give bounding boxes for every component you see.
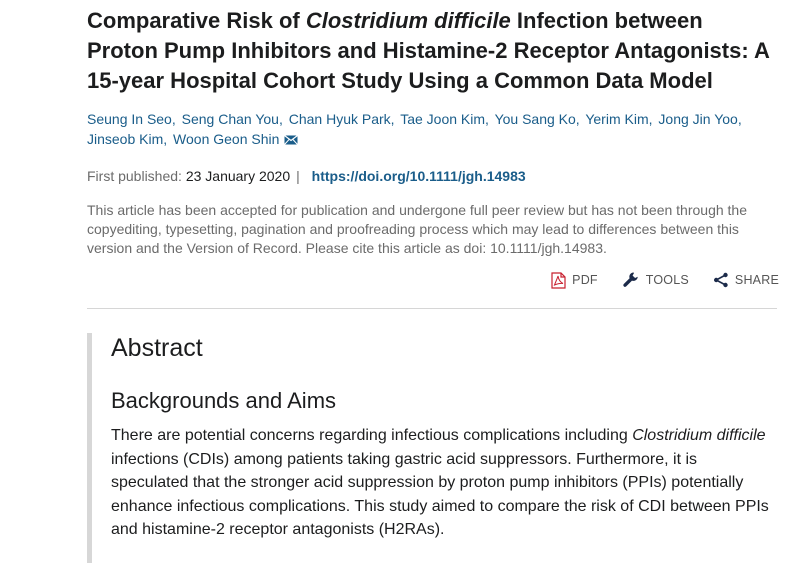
abstract-subheading: Backgrounds and Aims — [111, 388, 337, 413]
author-link[interactable]: Chan Hyuk Park, — [289, 111, 395, 127]
author-link[interactable]: You Sang Ko, — [495, 111, 580, 127]
article-title: Comparative Risk of Clostridium difficil… — [87, 6, 779, 96]
pdf-button[interactable]: PDF — [551, 271, 598, 289]
pdf-file-icon — [551, 271, 566, 289]
author-link[interactable]: Seng Chan You, — [182, 111, 283, 127]
author-link[interactable]: Jong Jin Yoo, — [658, 111, 741, 127]
doi-link[interactable]: https://doi.org/10.1111/jgh.14983 — [311, 168, 526, 184]
author-name[interactable]: Jong Jin Yoo, — [658, 111, 742, 127]
wrench-icon — [623, 272, 638, 287]
author-link[interactable]: Yerim Kim, — [585, 111, 652, 127]
author-name[interactable]: Seung In Seo, — [87, 111, 176, 127]
abstract-heading: Abstract — [111, 334, 203, 362]
author-list: Seung In Seo, Seng Chan You, Chan Hyuk P… — [87, 109, 779, 149]
envelope-icon[interactable] — [284, 135, 299, 145]
author-name[interactable]: Yerim Kim, — [585, 111, 653, 127]
title-text-italic: Clostridium difficile — [305, 8, 511, 33]
divider — [87, 308, 777, 309]
share-label: SHARE — [734, 273, 779, 287]
first-published-date: 23 January 2020 — [185, 168, 291, 184]
author-name[interactable]: Woon Geon Shin — [173, 131, 280, 147]
title-text-end: Infection between Proton Pump Inhibitors… — [87, 8, 770, 93]
share-button[interactable]: SHARE — [713, 271, 779, 289]
title-text-start: Comparative Risk of — [87, 8, 306, 33]
abstract-text-italic: Clostridium difficile — [632, 427, 766, 444]
share-icon — [713, 272, 728, 288]
tools-label: TOOLS — [645, 273, 689, 287]
publication-info: First published: 23 January 2020 | https:… — [87, 166, 779, 186]
pdf-label: PDF — [572, 273, 598, 287]
article-header: Comparative Risk of Clostridium difficil… — [87, 0, 779, 563]
author-name[interactable]: You Sang Ko, — [494, 111, 580, 127]
article-toolbar: PDF TOOLS SHARE — [551, 271, 779, 289]
abstract-text-start: There are potential concerns regarding i… — [111, 427, 633, 444]
author-link[interactable]: Woon Geon Shin — [173, 131, 279, 147]
author-name[interactable]: Chan Hyuk Park, — [288, 111, 395, 127]
abstract-paragraph: There are potential concerns regarding i… — [111, 424, 776, 542]
author-link[interactable]: Jinseob Kim, — [87, 131, 167, 147]
accepted-article-notice: This article has been accepted for publi… — [87, 202, 747, 256]
author-link[interactable]: Seung In Seo, — [87, 111, 176, 127]
author-link[interactable]: Tae Joon Kim, — [400, 111, 489, 127]
abstract-text-end: infections (CDIs) among patients taking … — [111, 450, 769, 539]
author-name[interactable]: Jinseob Kim, — [87, 131, 168, 147]
first-published-label: First published: — [87, 168, 182, 184]
author-name[interactable]: Seng Chan You, — [181, 111, 283, 127]
author-name[interactable]: Tae Joon Kim, — [400, 111, 489, 127]
abstract-section: Abstract Backgrounds and Aims There are … — [87, 333, 803, 563]
tools-button[interactable]: TOOLS — [622, 271, 689, 289]
separator: | — [296, 168, 300, 184]
